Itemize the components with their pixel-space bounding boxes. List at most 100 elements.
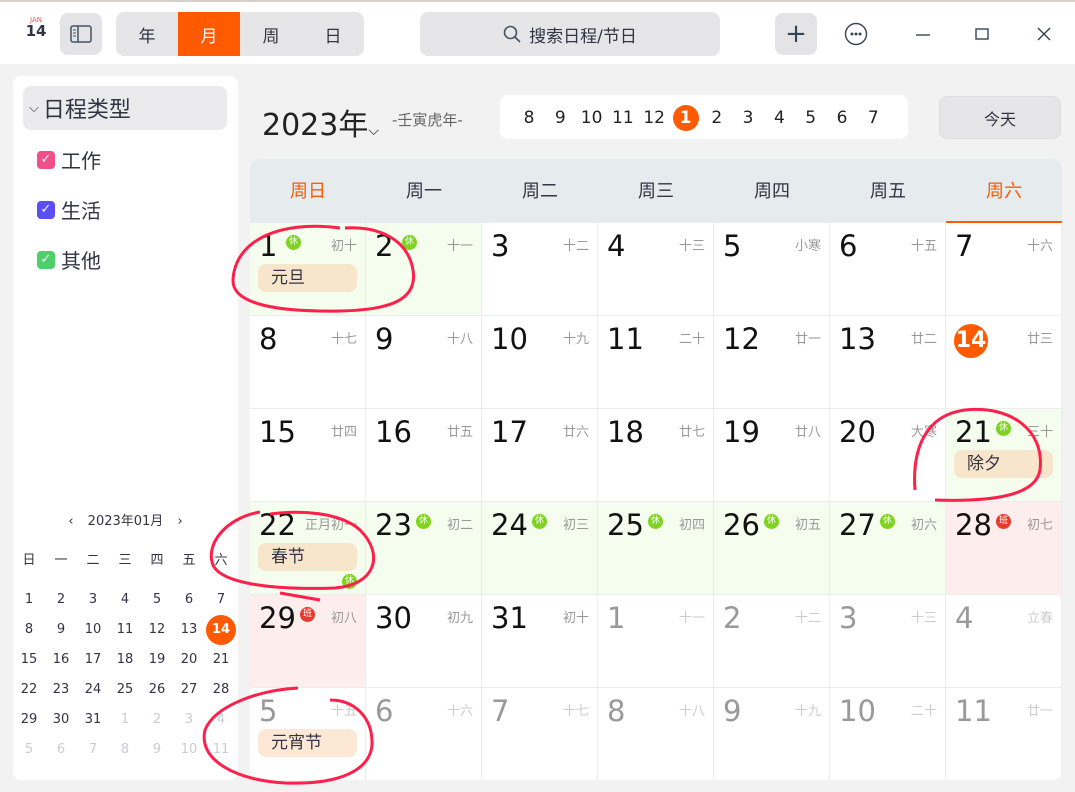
mini-day[interactable]: 31 bbox=[84, 712, 102, 727]
mini-day[interactable]: 21 bbox=[212, 652, 230, 667]
day-cell[interactable]: 12 廿一 bbox=[714, 316, 830, 409]
month-5[interactable]: 5 bbox=[805, 108, 817, 128]
mini-day[interactable]: 4 bbox=[120, 592, 130, 607]
mini-day[interactable]: 11 bbox=[212, 742, 230, 757]
mini-day[interactable]: 26 bbox=[148, 682, 166, 697]
mini-day[interactable]: 8 bbox=[24, 622, 34, 637]
mini-day[interactable]: 2 bbox=[56, 592, 66, 607]
day-cell[interactable]: 30 初九 bbox=[366, 595, 482, 688]
day-cell[interactable]: 26 初五休 bbox=[714, 502, 830, 595]
day-cell[interactable]: 21 三十休除夕 bbox=[946, 409, 1062, 502]
day-cell[interactable]: 2 十一 休 bbox=[366, 223, 482, 316]
view-day-tab[interactable]: 日 bbox=[324, 26, 342, 47]
today-button[interactable]: 今天 bbox=[939, 96, 1061, 139]
day-cell[interactable]: 24 初三休 bbox=[482, 502, 598, 595]
mini-day[interactable]: 12 bbox=[148, 622, 166, 637]
month-3[interactable]: 3 bbox=[742, 108, 754, 128]
event-type-2[interactable]: ✓ 其他 bbox=[37, 245, 101, 274]
prev-month-button[interactable]: ‹ bbox=[68, 514, 74, 529]
day-cell[interactable]: 23 初二休 bbox=[366, 502, 482, 595]
view-month-tab[interactable]: 月 bbox=[178, 12, 240, 56]
mini-day[interactable]: 22 bbox=[20, 682, 38, 697]
month-12[interactable]: 12 bbox=[643, 108, 665, 128]
day-cell[interactable]: 3 十二 bbox=[482, 223, 598, 316]
day-cell[interactable]: 3 十三 bbox=[830, 595, 946, 688]
day-cell[interactable]: 2 十二 bbox=[714, 595, 830, 688]
mini-day[interactable]: 4 bbox=[216, 712, 226, 727]
mini-day[interactable]: 10 bbox=[180, 742, 198, 757]
mini-day[interactable]: 5 bbox=[152, 592, 162, 607]
mini-day[interactable]: 1 bbox=[120, 712, 130, 727]
day-cell[interactable]: 28 初七班 bbox=[946, 502, 1062, 595]
day-cell[interactable]: 20 大寒 bbox=[830, 409, 946, 502]
mini-day[interactable]: 24 bbox=[84, 682, 102, 697]
checkbox-checked-icon[interactable]: ✓ bbox=[37, 200, 55, 219]
mini-day[interactable]: 18 bbox=[116, 652, 134, 667]
mini-day[interactable]: 20 bbox=[180, 652, 198, 667]
checkbox-checked-icon[interactable]: ✓ bbox=[37, 150, 55, 169]
day-cell[interactable]: 9 十八 bbox=[366, 316, 482, 409]
day-cell[interactable]: 1 初十 休元旦 bbox=[250, 223, 366, 316]
mini-day[interactable]: 29 bbox=[20, 712, 38, 727]
mini-day[interactable]: 3 bbox=[184, 712, 194, 727]
day-cell[interactable]: 31 初十 bbox=[482, 595, 598, 688]
mini-day[interactable]: 13 bbox=[180, 622, 198, 637]
month-4[interactable]: 4 bbox=[773, 108, 785, 128]
mini-day[interactable]: 1 bbox=[24, 592, 34, 607]
day-cell[interactable]: 25 初四休 bbox=[598, 502, 714, 595]
month-7[interactable]: 7 bbox=[867, 108, 879, 128]
day-cell[interactable]: 11 廿一 bbox=[946, 688, 1062, 780]
day-cell[interactable]: 17 廿六 bbox=[482, 409, 598, 502]
view-year-tab[interactable]: 年 bbox=[138, 26, 156, 47]
day-cell[interactable]: 6 十五 bbox=[830, 223, 946, 316]
toggle-sidebar-button[interactable] bbox=[60, 13, 102, 55]
day-cell[interactable]: 7 十六 bbox=[946, 223, 1062, 316]
mini-day[interactable]: 16 bbox=[52, 652, 70, 667]
month-6[interactable]: 6 bbox=[836, 108, 848, 128]
day-cell[interactable]: 5 十五 元宵节 bbox=[250, 688, 366, 780]
maximize-button[interactable] bbox=[968, 20, 996, 48]
day-cell[interactable]: 11 二十 bbox=[598, 316, 714, 409]
day-cell[interactable]: 7 十七 bbox=[482, 688, 598, 780]
mini-day[interactable]: 5 bbox=[24, 742, 34, 757]
month-9[interactable]: 9 bbox=[554, 108, 566, 128]
event-chip[interactable]: 除夕 bbox=[954, 450, 1053, 478]
month-8[interactable]: 8 bbox=[523, 108, 535, 128]
day-cell[interactable]: 13 廿二 bbox=[830, 316, 946, 409]
day-cell[interactable]: 10 二十 bbox=[830, 688, 946, 780]
mini-day[interactable]: 17 bbox=[84, 652, 102, 667]
day-cell[interactable]: 29 初八班 bbox=[250, 595, 366, 688]
mini-day[interactable]: 25 bbox=[116, 682, 134, 697]
year-selector[interactable]: 2023年⌵ bbox=[262, 100, 379, 144]
minimize-button[interactable] bbox=[909, 20, 937, 48]
day-cell[interactable]: 5 小寒 bbox=[714, 223, 830, 316]
day-cell[interactable]: 22 正月初一休 春节 bbox=[250, 502, 366, 595]
month-1[interactable]: 1 bbox=[672, 105, 699, 131]
day-cell[interactable]: 19 廿八 bbox=[714, 409, 830, 502]
day-cell[interactable]: 9 十九 bbox=[714, 688, 830, 780]
event-type-1[interactable]: ✓ 生活 bbox=[37, 195, 101, 224]
day-cell[interactable]: 10 十九 bbox=[482, 316, 598, 409]
mini-day[interactable]: 9 bbox=[152, 742, 162, 757]
day-cell[interactable]: 27 初六休 bbox=[830, 502, 946, 595]
mini-day[interactable]: 6 bbox=[184, 592, 194, 607]
mini-day[interactable]: 8 bbox=[120, 742, 130, 757]
event-types-header[interactable]: ⌵ 日程类型 bbox=[23, 86, 227, 130]
day-cell[interactable]: 8 十七 bbox=[250, 316, 366, 409]
mini-day[interactable]: 10 bbox=[84, 622, 102, 637]
day-cell[interactable]: 14 廿三 bbox=[946, 316, 1062, 409]
mini-day[interactable]: 27 bbox=[180, 682, 198, 697]
next-month-button[interactable]: › bbox=[177, 514, 183, 529]
add-event-button[interactable]: + bbox=[775, 13, 817, 55]
mini-day[interactable]: 28 bbox=[212, 682, 230, 697]
view-week-tab[interactable]: 周 bbox=[262, 26, 280, 47]
day-cell[interactable]: 8 十八 bbox=[598, 688, 714, 780]
mini-day[interactable]: 14 bbox=[206, 615, 236, 645]
event-chip[interactable]: 元宵节 bbox=[258, 729, 357, 757]
month-2[interactable]: 2 bbox=[711, 108, 723, 128]
mini-day[interactable]: 3 bbox=[88, 592, 98, 607]
mini-day[interactable]: 7 bbox=[216, 592, 226, 607]
mini-day[interactable]: 15 bbox=[20, 652, 38, 667]
search-input[interactable]: 搜索日程/节日 bbox=[420, 12, 720, 56]
event-chip[interactable]: 元旦 bbox=[258, 264, 357, 292]
